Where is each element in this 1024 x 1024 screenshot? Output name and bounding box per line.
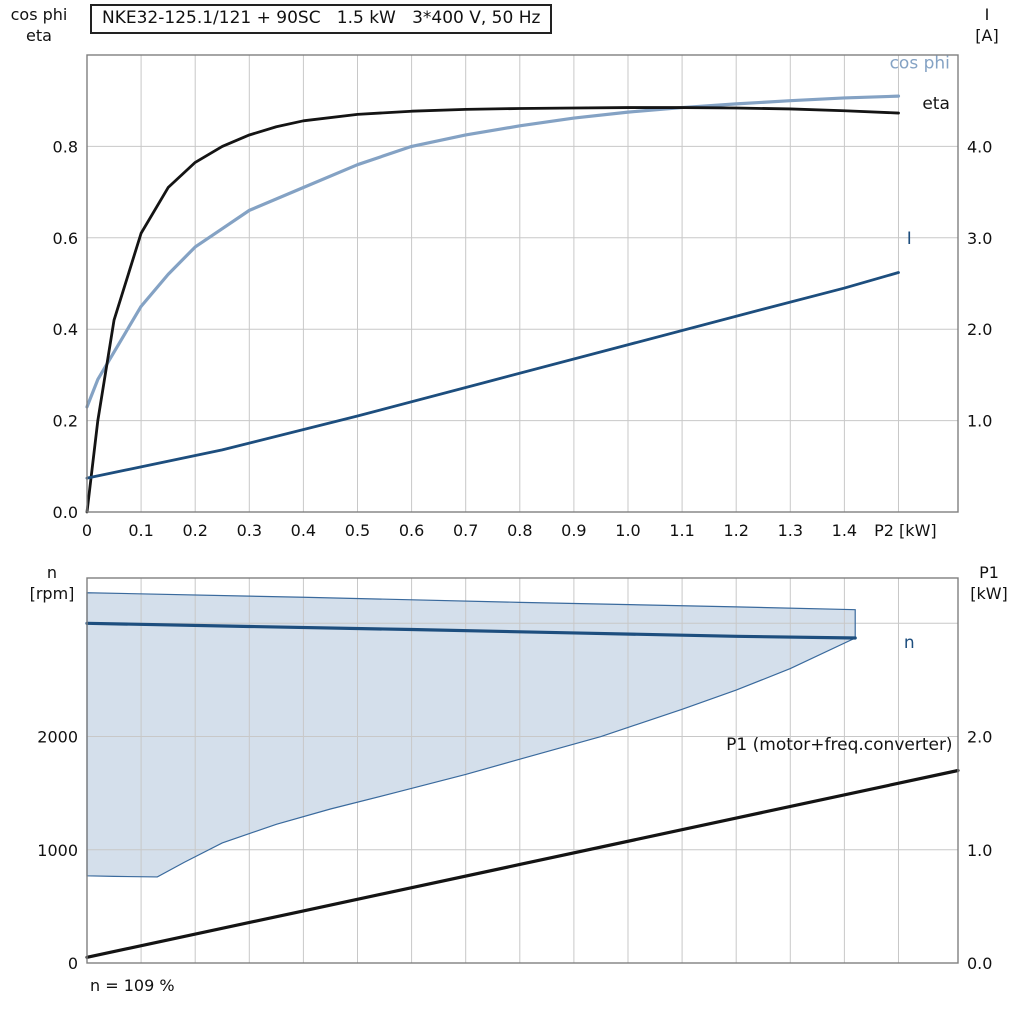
plot-frame — [86, 577, 959, 964]
chart-text: 1.0 — [967, 841, 992, 860]
chart-text: I — [907, 229, 912, 249]
bottom-left-axis-line1: n — [46, 563, 58, 582]
chart-text: 0 — [82, 521, 92, 540]
bottom-left-axis-title: n [rpm] — [20, 562, 84, 604]
bottom-right-axis-line2: [kW] — [970, 584, 1008, 603]
top-right-axis-line2: [A] — [975, 26, 999, 45]
chart-text: 0.2 — [53, 412, 78, 431]
chart-text: P1 (motor+freq.converter) — [726, 735, 952, 755]
p1-curve — [85, 768, 960, 959]
chart-title: NKE32-125.1/121 + 90SC 1.5 kW 3*400 V, 5… — [90, 4, 553, 34]
chart-text: 0.6 — [399, 521, 424, 540]
chart-text: 0.2 — [182, 521, 207, 540]
chart-text: P2 [kW] — [874, 521, 936, 540]
chart-text: 0.9 — [561, 521, 586, 540]
chart-text: 2.0 — [967, 320, 992, 339]
chart-text: eta — [922, 94, 950, 114]
chart-text: 2.0 — [967, 728, 992, 747]
chart-text: 0.7 — [453, 521, 478, 540]
chart-text: 1.0 — [615, 521, 640, 540]
plot-frame — [86, 54, 959, 513]
chart-text: 4.0 — [967, 137, 992, 156]
chart-text: 0 — [68, 954, 78, 973]
bottom-right-axis-title: P1 [kW] — [962, 562, 1016, 604]
chart-text: 1.3 — [778, 521, 803, 540]
top-left-axis-line2: eta — [26, 26, 52, 45]
top-right-axis-title: I [A] — [964, 4, 1010, 46]
bottom-left-axis-line2: [rpm] — [29, 584, 75, 603]
chart-text: 0.0 — [53, 503, 78, 522]
chart-text: 1.4 — [832, 521, 857, 540]
chart-text: 1.1 — [669, 521, 694, 540]
chart-text: 0.8 — [53, 137, 78, 156]
chart-text: 0.1 — [128, 521, 153, 540]
chart-text: 0.4 — [291, 521, 316, 540]
chart-text: 0.4 — [53, 320, 78, 339]
eta-curve — [85, 106, 900, 514]
chart-text: cos phi — [890, 54, 950, 74]
chart-text: 0.8 — [507, 521, 532, 540]
chart-text: 3.0 — [967, 229, 992, 248]
top-left-axis-title: cos phi eta — [6, 4, 72, 46]
chart-text: 1.2 — [723, 521, 748, 540]
chart-text: 1000 — [37, 841, 78, 860]
current-curve — [85, 271, 900, 480]
chart-text: 0.0 — [967, 954, 992, 973]
speed-control-envelope-outline — [86, 592, 856, 878]
chart-text: 0.5 — [345, 521, 370, 540]
bottom-right-axis-line1: P1 — [979, 563, 999, 582]
speed-annotation: n = 109 % — [90, 976, 175, 995]
speed-control-envelope — [87, 592, 856, 877]
chart-text: 0.3 — [237, 521, 262, 540]
chart-text: 2000 — [37, 728, 78, 747]
chart-text: 0.6 — [53, 229, 78, 248]
chart-text: n — [904, 633, 915, 653]
chart-text: 1.0 — [967, 412, 992, 431]
top-left-axis-line1: cos phi — [10, 5, 68, 24]
speed-curve — [85, 621, 857, 640]
cos-phi-curve — [85, 94, 901, 409]
top-right-axis-line1: I — [984, 5, 990, 24]
